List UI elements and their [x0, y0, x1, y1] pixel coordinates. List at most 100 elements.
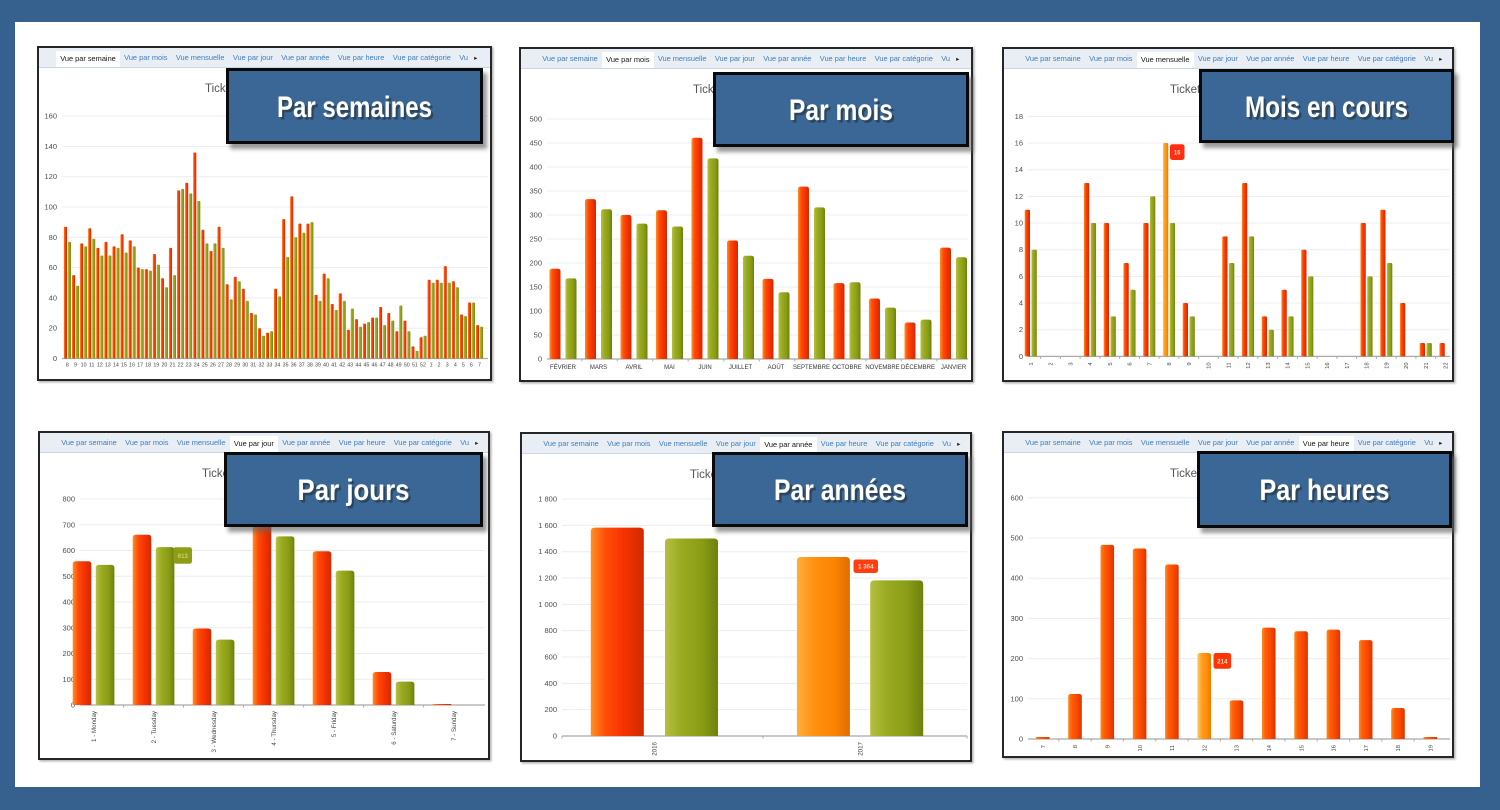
svg-text:8: 8 [1019, 245, 1023, 254]
svg-text:Par jours: Par jours [298, 474, 410, 507]
svg-text:43: 43 [347, 363, 353, 369]
svg-text:4 - Thursday: 4 - Thursday [271, 710, 278, 746]
svg-text:Mois en cours: Mois en cours [1245, 91, 1408, 124]
svg-text:613: 613 [178, 554, 189, 560]
svg-text:22: 22 [178, 363, 184, 369]
svg-text:19: 19 [153, 363, 159, 369]
svg-text:38: 38 [307, 363, 313, 369]
svg-text:MAI: MAI [664, 365, 675, 371]
svg-text:Par jours: Par jours [300, 477, 412, 510]
svg-text:150: 150 [529, 283, 542, 292]
svg-text:700: 700 [62, 520, 75, 529]
svg-text:140: 140 [44, 142, 57, 151]
svg-text:17: 17 [137, 363, 143, 369]
svg-text:20: 20 [161, 363, 167, 369]
svg-text:100: 100 [44, 203, 57, 212]
svg-text:7: 7 [1041, 745, 1047, 748]
svg-text:16: 16 [129, 363, 135, 369]
svg-text:19: 19 [1429, 745, 1435, 751]
svg-text:2: 2 [438, 363, 441, 369]
svg-text:1 364: 1 364 [858, 564, 874, 571]
svg-text:5: 5 [1108, 362, 1114, 365]
svg-text:17: 17 [1345, 362, 1351, 368]
svg-text:6: 6 [1128, 362, 1134, 365]
svg-text:Mois en cours: Mois en cours [1247, 94, 1410, 127]
svg-text:80: 80 [49, 233, 57, 242]
svg-text:50: 50 [534, 331, 542, 340]
svg-text:27: 27 [218, 363, 224, 369]
svg-text:Par mois: Par mois [791, 97, 895, 130]
svg-text:10: 10 [81, 363, 87, 369]
svg-text:5: 5 [462, 363, 465, 369]
svg-text:800: 800 [544, 626, 557, 635]
svg-text:3 - Wednesday: 3 - Wednesday [211, 710, 218, 752]
svg-text:47: 47 [380, 363, 386, 369]
svg-text:600: 600 [1010, 493, 1023, 502]
svg-text:Par heures: Par heures [1260, 474, 1390, 507]
svg-text:800: 800 [62, 495, 75, 504]
svg-text:Par années: Par années [776, 477, 908, 510]
svg-text:200: 200 [529, 259, 542, 268]
svg-text:19: 19 [1384, 362, 1390, 368]
svg-text:100: 100 [1010, 694, 1023, 703]
svg-text:18: 18 [1015, 112, 1023, 121]
svg-text:13: 13 [1266, 362, 1272, 368]
svg-text:FÉVRIER: FÉVRIER [550, 364, 577, 371]
svg-text:MARS: MARS [590, 365, 607, 371]
svg-text:52: 52 [420, 363, 426, 369]
svg-text:18: 18 [1365, 362, 1371, 368]
svg-text:500: 500 [62, 572, 75, 581]
svg-text:9: 9 [1106, 745, 1112, 748]
svg-text:24: 24 [194, 363, 200, 369]
svg-text:40: 40 [323, 363, 329, 369]
svg-text:11: 11 [1226, 362, 1232, 368]
svg-text:400: 400 [1010, 574, 1023, 583]
svg-text:33: 33 [266, 363, 272, 369]
svg-text:400: 400 [529, 163, 542, 172]
svg-text:14: 14 [1286, 362, 1292, 369]
svg-text:15: 15 [121, 363, 127, 369]
svg-text:15: 15 [1299, 745, 1305, 751]
svg-text:0: 0 [1019, 735, 1023, 744]
svg-text:4: 4 [454, 363, 457, 369]
svg-text:16: 16 [1332, 745, 1338, 751]
svg-text:16: 16 [1325, 362, 1331, 368]
svg-text:14: 14 [1015, 165, 1023, 174]
svg-text:4: 4 [1019, 299, 1023, 308]
svg-text:1 000: 1 000 [538, 600, 557, 609]
svg-text:8: 8 [66, 363, 69, 369]
svg-text:12: 12 [1246, 362, 1252, 368]
svg-text:18: 18 [1396, 745, 1402, 751]
svg-text:600: 600 [62, 546, 75, 555]
svg-text:1 400: 1 400 [538, 547, 557, 556]
svg-text:Par semaines: Par semaines [277, 91, 432, 124]
svg-text:20: 20 [1404, 362, 1410, 368]
svg-text:1 600: 1 600 [538, 521, 557, 530]
svg-text:10: 10 [1015, 219, 1023, 228]
svg-text:8: 8 [1167, 362, 1173, 365]
svg-text:1 800: 1 800 [538, 495, 557, 504]
svg-text:12: 12 [1202, 745, 1208, 751]
svg-text:31: 31 [250, 363, 256, 369]
svg-text:50: 50 [404, 363, 410, 369]
svg-text:160: 160 [44, 112, 57, 121]
svg-text:0: 0 [1019, 352, 1023, 361]
svg-text:Par mois: Par mois [789, 94, 893, 127]
svg-text:14: 14 [1267, 744, 1273, 751]
svg-text:NOVEMBRE: NOVEMBRE [865, 365, 899, 371]
svg-text:AVRIL: AVRIL [626, 365, 644, 371]
svg-text:200: 200 [1010, 654, 1023, 663]
svg-text:Par années: Par années [774, 474, 906, 507]
svg-text:51: 51 [412, 363, 418, 369]
svg-text:21: 21 [1424, 362, 1430, 368]
svg-text:2: 2 [1019, 325, 1023, 334]
svg-text:34: 34 [275, 363, 281, 369]
svg-text:JUILLET: JUILLET [729, 365, 753, 371]
svg-text:0: 0 [53, 354, 57, 363]
svg-text:5 - Friday: 5 - Friday [331, 710, 338, 737]
svg-text:2: 2 [1049, 362, 1055, 365]
svg-text:1 200: 1 200 [538, 574, 557, 583]
svg-text:1: 1 [430, 363, 433, 369]
svg-text:13: 13 [105, 363, 111, 369]
svg-text:2016: 2016 [652, 741, 659, 755]
